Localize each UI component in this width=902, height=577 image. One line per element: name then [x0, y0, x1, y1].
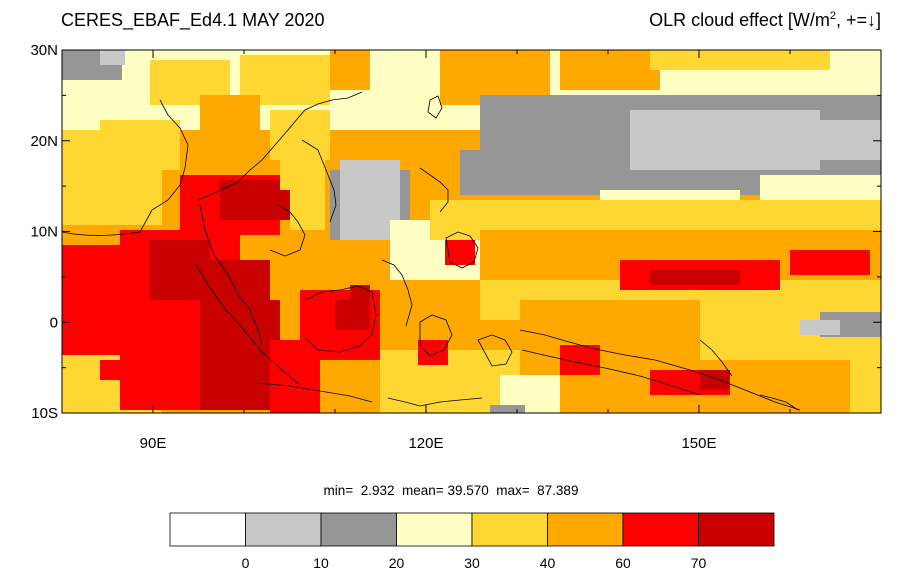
- field-cell: [560, 50, 660, 90]
- min-value: 2.932: [360, 483, 395, 498]
- field-cell: [820, 120, 881, 160]
- colorbar-label: 70: [691, 555, 707, 571]
- field-cell: [200, 95, 260, 135]
- colorbar-box: [169, 512, 246, 547]
- colorbar-boxes: [169, 512, 775, 547]
- field-cell: [100, 50, 125, 65]
- field-cell: [62, 130, 162, 230]
- lat-label: 20N: [30, 133, 58, 150]
- colorbar-box: [320, 512, 397, 547]
- field-cell: [100, 360, 160, 380]
- colorbar-labels: 0 10 20 30 40 60 70: [242, 555, 707, 571]
- field-cell: [650, 50, 830, 70]
- field-cell: [380, 350, 520, 413]
- field-cell: [270, 110, 330, 160]
- lat-label: 30N: [30, 42, 58, 59]
- variable-title-tail: , +=↓]: [835, 10, 881, 30]
- min-label: min=: [323, 483, 354, 498]
- lon-label: 120E: [408, 435, 443, 452]
- lat-label: 0: [50, 314, 58, 331]
- variable-title-sup: 2: [829, 10, 836, 22]
- variable-title: OLR cloud effect [W/m2, +=↓]: [649, 10, 881, 31]
- colorbar-label: 20: [389, 555, 405, 571]
- colorbar-label: 30: [464, 555, 480, 571]
- coastlines: [62, 91, 801, 411]
- colorbar-box: [245, 512, 322, 547]
- field-cell: [460, 150, 590, 195]
- field-cell: [62, 245, 122, 355]
- field-statistics: min= 2.932 mean= 39.570 max= 87.389: [0, 483, 902, 498]
- mean-value: 39.570: [447, 483, 489, 498]
- map-plot: 30N 20N 10N 0 10S 90E 120E 150E: [30, 42, 882, 452]
- field-cell: [418, 340, 448, 365]
- colorbar-label: 10: [313, 555, 329, 571]
- colorbar-box: [396, 512, 473, 547]
- field-cell: [700, 370, 730, 390]
- field-cell: [350, 285, 370, 305]
- colorbar-box: [622, 512, 699, 547]
- olr-field: [62, 50, 881, 413]
- lon-label: 150E: [681, 435, 716, 452]
- field-cell: [850, 350, 881, 413]
- colorbar: 0 10 20 30 40 60 70: [169, 512, 775, 571]
- mean-label: mean=: [402, 483, 444, 498]
- variable-title-main: OLR cloud effect [W/m: [649, 10, 830, 30]
- lon-label: 90E: [140, 435, 167, 452]
- colorbar-label: 60: [615, 555, 631, 571]
- axis-ticks: [61, 49, 882, 414]
- field-cell: [790, 250, 870, 275]
- lat-label: 10S: [31, 405, 58, 422]
- colorbar-box: [698, 512, 775, 547]
- axis-labels: 30N 20N 10N 0 10S 90E 120E 150E: [30, 42, 716, 452]
- colorbar-box: [547, 512, 624, 547]
- max-value: 87.389: [537, 483, 579, 498]
- field-cell: [830, 50, 881, 80]
- map-title: CERES_EBAF_Ed4.1 MAY 2020: [61, 10, 325, 30]
- field-cell: [650, 270, 740, 285]
- colorbar-label: 40: [540, 555, 556, 571]
- field-cell: [62, 95, 102, 135]
- field-cell: [260, 190, 290, 220]
- field-cell: [800, 320, 840, 335]
- colorbar-label: 0: [242, 555, 250, 571]
- field-cell: [330, 50, 370, 90]
- lat-label: 10N: [30, 224, 58, 241]
- field-cell: [490, 405, 525, 413]
- field-cell: [630, 110, 820, 170]
- max-label: max=: [496, 483, 530, 498]
- colorbar-box: [471, 512, 548, 547]
